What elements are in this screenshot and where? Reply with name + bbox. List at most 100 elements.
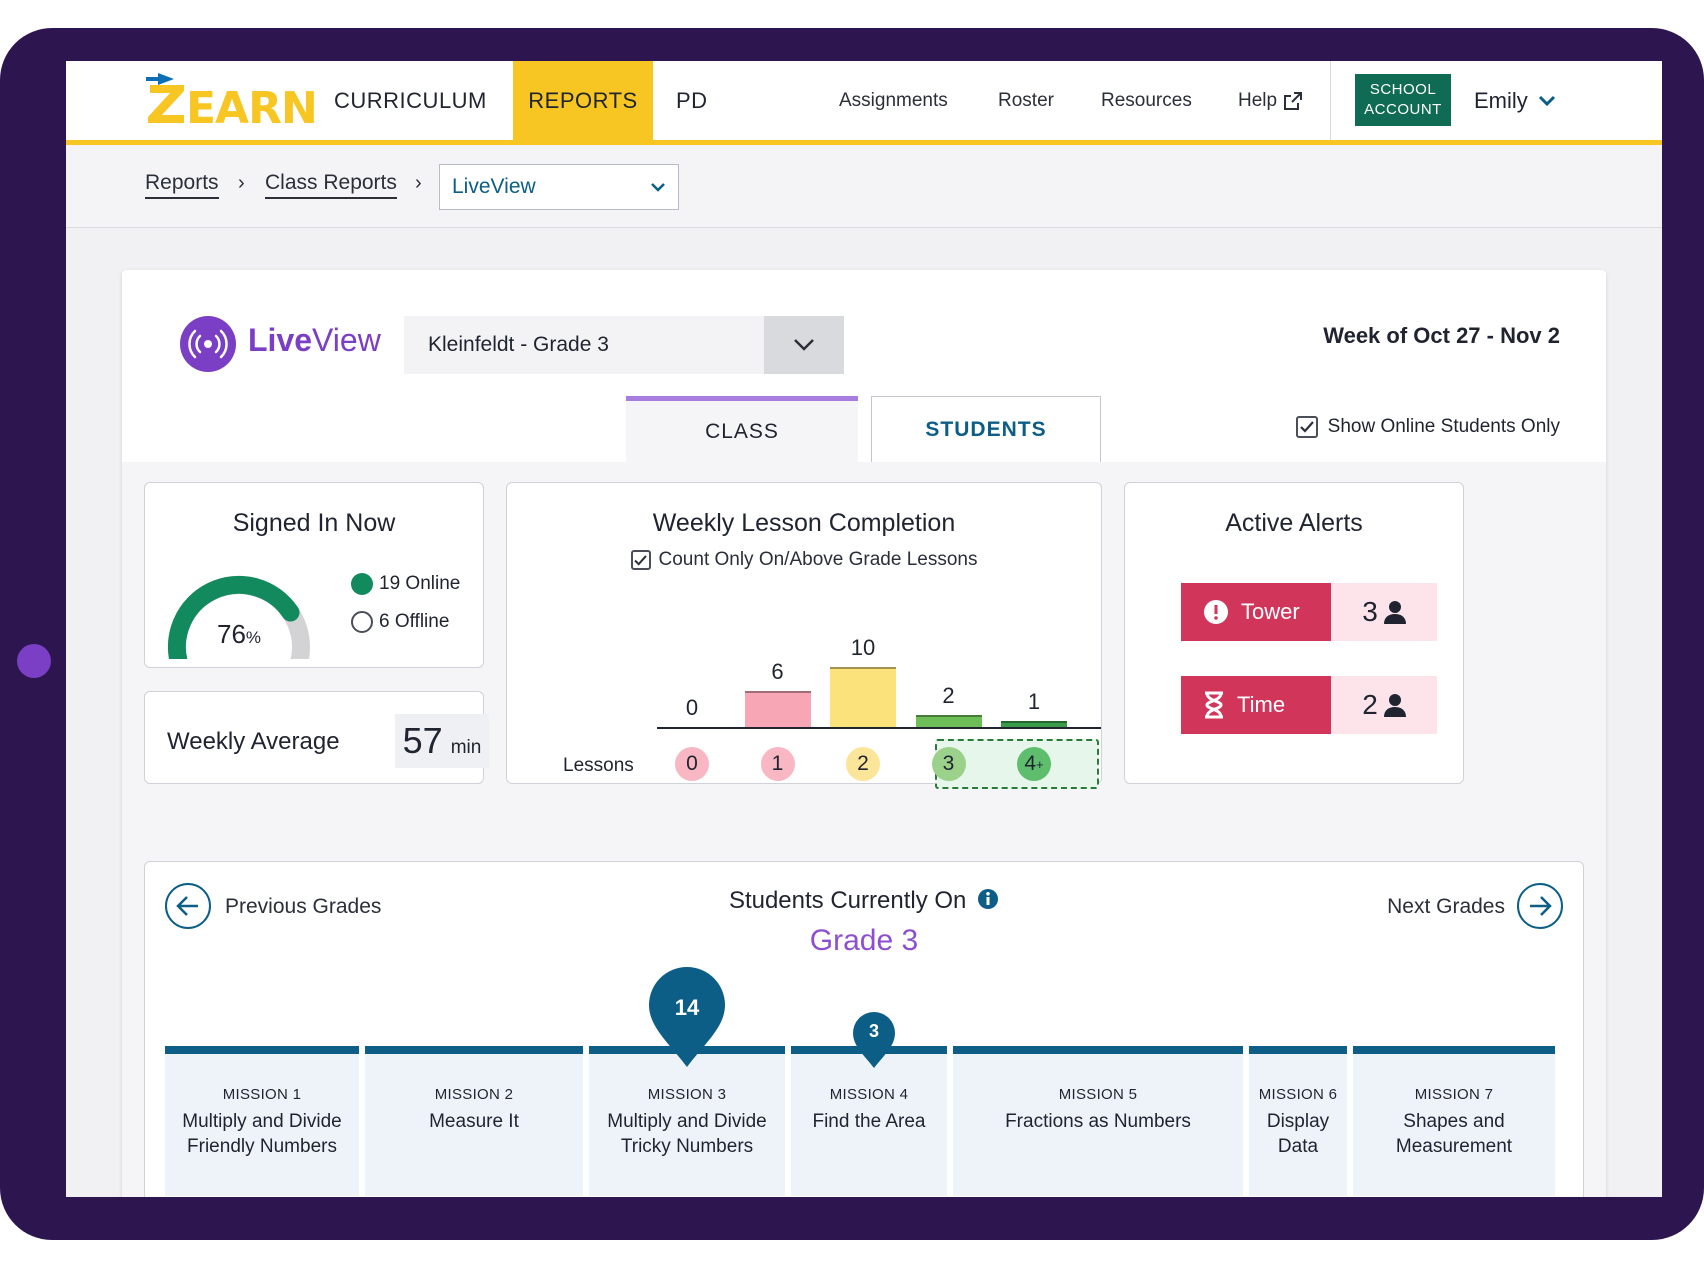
user-name: Emily <box>1474 87 1528 113</box>
alert-time-label: Time <box>1237 692 1286 717</box>
mission-1-label: MISSION 1 <box>222 1086 302 1103</box>
next-grades-label[interactable]: Next Grades <box>1387 895 1505 918</box>
class-select-toggle[interactable] <box>764 316 844 374</box>
mission-4-student-pin[interactable]: 3 <box>852 1011 896 1069</box>
alerts-title: Active Alerts <box>1225 509 1363 537</box>
bar-value-2: 10 <box>850 635 876 660</box>
title-view: View <box>312 322 381 358</box>
bar-1 <box>744 691 811 727</box>
nav-help[interactable]: Help <box>1238 61 1303 140</box>
mission-4-student-count: 3 <box>868 1021 879 1041</box>
class-select[interactable]: Kleinfeldt - Grade 3 <box>404 316 844 374</box>
nav-reports[interactable]: REPORTS <box>513 61 653 140</box>
nav-assignments[interactable]: Assignments <box>839 89 948 111</box>
liveview-header: LiveView Kleinfeldt - Grade 3 Week of Oc… <box>122 270 1606 462</box>
school-account-line1: SCHOOL <box>1369 81 1437 98</box>
class-select-value: Kleinfeldt - Grade 3 <box>428 333 609 356</box>
mission-6[interactable]: MISSION 6 Display Data <box>1249 1046 1347 1196</box>
active-alerts-card: Active Alerts Tower 3 Time 2 <box>1124 482 1464 784</box>
online-only-toggle[interactable]: Show Online Students Only <box>1295 416 1560 438</box>
school-account-button[interactable]: SCHOOL ACCOUNT <box>1355 74 1451 126</box>
mission-3-title: Multiply and Divide Tricky Numbers <box>607 1111 767 1157</box>
signed-in-title: Signed In Now <box>232 509 396 537</box>
mission-3-student-pin[interactable]: 14 <box>647 965 727 1069</box>
breadcrumb: Reports › Class Reports › LiveView <box>66 145 1662 228</box>
report-select[interactable]: LiveView <box>439 164 679 210</box>
chevron-down-icon <box>794 339 814 351</box>
lesson-bucket-2: 2 <box>846 747 880 781</box>
person-icon <box>1383 694 1406 717</box>
wlc-filter-label: Count Only On/Above Grade Lessons <box>658 549 978 570</box>
bar-value-3: 2 <box>942 683 955 708</box>
mission-7-label: MISSION 7 <box>1414 1086 1494 1103</box>
students-currently-on-title: Students Currently On <box>145 887 1583 915</box>
alert-tower[interactable]: Tower 3 <box>1181 583 1437 641</box>
mission-6-title: Display Data <box>1266 1111 1330 1157</box>
signed-in-percent: 76% <box>217 619 261 650</box>
hourglass-icon <box>1205 691 1223 719</box>
mission-1[interactable]: MISSION 1 Multiply and Divide Friendly N… <box>165 1046 359 1196</box>
alert-time[interactable]: Time 2 <box>1181 676 1437 734</box>
mission-2[interactable]: MISSION 2 Measure It <box>365 1046 583 1196</box>
offline-legend: 6 Offline <box>351 611 449 633</box>
nav-roster[interactable]: Roster <box>998 89 1054 111</box>
percent-sign: % <box>245 628 262 647</box>
online-count: 19 Online <box>379 573 461 594</box>
zearn-logo[interactable]: EARN <box>144 71 314 127</box>
bar-4+ <box>1001 721 1067 727</box>
offline-count: 6 Offline <box>379 611 450 632</box>
gauge-fill <box>167 575 300 659</box>
map-pin-icon <box>649 967 725 1067</box>
tab-class[interactable]: CLASS <box>626 396 858 462</box>
nav-pd[interactable]: PD <box>676 87 708 113</box>
bar-value-4+: 1 <box>1027 689 1041 714</box>
breadcrumb-reports[interactable]: Reports <box>145 171 219 199</box>
school-account-line2: ACCOUNT <box>1364 101 1442 118</box>
breadcrumb-class-reports[interactable]: Class Reports <box>265 171 397 199</box>
user-menu[interactable]: Emily <box>1474 61 1556 140</box>
signed-in-gauge <box>167 575 310 659</box>
breadcrumb-separator: › <box>238 172 245 194</box>
weekly-average-value-box: 57 min <box>395 714 489 768</box>
previous-grades-button[interactable] <box>165 883 211 929</box>
alert-tower-label-box: Tower <box>1181 583 1331 641</box>
tab-students[interactable]: STUDENTS <box>871 396 1101 462</box>
nav-resources[interactable]: Resources <box>1101 89 1192 111</box>
next-grades-button[interactable] <box>1517 883 1563 929</box>
wlc-filter-checkbox[interactable] <box>630 550 651 570</box>
check-icon <box>1299 421 1314 433</box>
online-only-label: Show Online Students Only <box>1327 416 1560 437</box>
online-only-checkbox[interactable] <box>1295 416 1318 438</box>
students-currently-on-card: Previous Grades Next Grades Students Cur… <box>144 861 1584 1197</box>
percent-value: 76 <box>217 619 246 649</box>
alert-time-count-box: 2 <box>1331 676 1437 734</box>
help-label: Help <box>1238 89 1278 111</box>
mission-7[interactable]: MISSION 7 Shapes and Measurement <box>1353 1046 1555 1196</box>
chevron-down-icon <box>1538 95 1555 106</box>
weekly-average-label: Weekly Average <box>167 728 340 755</box>
online-dot <box>351 573 373 595</box>
weekly-average-unit: min <box>450 737 482 758</box>
wlc-title: Weekly Lesson Completion <box>652 509 956 537</box>
mission-3-label: MISSION 3 <box>647 1086 727 1103</box>
mission-2-title: Measure It <box>429 1111 519 1132</box>
lessons-axis-label: Lessons <box>563 755 634 776</box>
wlc-filter[interactable]: Count Only On/Above Grade Lessons <box>507 549 1101 571</box>
external-link-icon <box>1284 91 1303 110</box>
bar-value-0: 0 <box>685 695 699 720</box>
sco-title-text: Students Currently On <box>728 887 967 914</box>
bar-2 <box>830 667 896 727</box>
previous-grades-label[interactable]: Previous Grades <box>225 895 382 918</box>
nav-curriculum[interactable]: CURRICULUM <box>334 87 487 113</box>
mission-5[interactable]: MISSION 5 Fractions as Numbers <box>953 1046 1243 1196</box>
mission-4-label: MISSION 4 <box>829 1086 909 1103</box>
bar-3 <box>915 715 982 727</box>
mission-3-student-count: 14 <box>674 995 700 1020</box>
lesson-bucket-0: 0 <box>675 747 709 781</box>
info-icon[interactable] <box>977 888 999 910</box>
chart-axis <box>657 727 1101 729</box>
offline-dot <box>351 611 373 633</box>
person-icon <box>1383 601 1406 624</box>
mission-5-label: MISSION 5 <box>1058 1086 1138 1103</box>
mission-7-title: Shapes and Measurement <box>1395 1111 1513 1157</box>
